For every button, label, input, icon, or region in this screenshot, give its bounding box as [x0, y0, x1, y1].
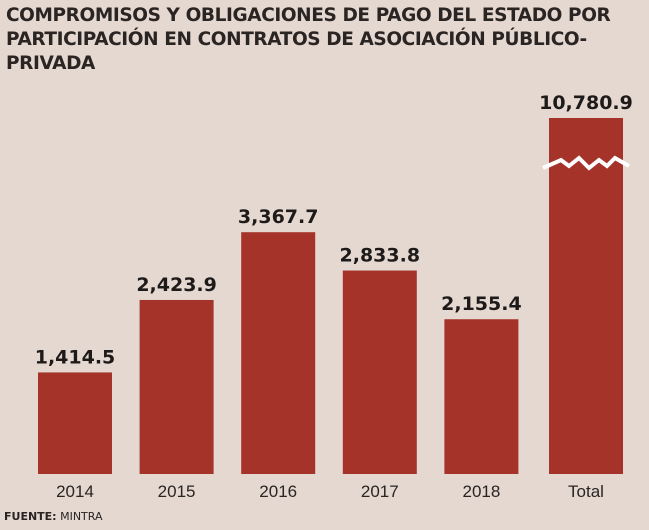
source-label: FUENTE:: [4, 510, 57, 523]
tick-label-total: Total: [568, 482, 604, 501]
bar-2017: [342, 270, 417, 474]
value-label-2015: 2,423.9: [136, 274, 217, 296]
value-label-total: 10,780.9: [539, 92, 633, 114]
tick-label-2015: 2015: [158, 482, 196, 501]
bar-2016: [241, 232, 316, 474]
tick-label-2016: 2016: [259, 482, 297, 501]
chart-title: COMPROMISOS Y OBLIGACIONES DE PAGO DEL E…: [6, 5, 611, 74]
bars-group: [38, 118, 623, 474]
value-label-2016: 3,367.7: [238, 206, 319, 228]
bar-2018: [444, 319, 519, 474]
value-label-2018: 2,155.4: [441, 293, 522, 315]
value-label-2014: 1,414.5: [35, 346, 116, 368]
bar-2015: [139, 299, 214, 474]
tick-label-2017: 2017: [361, 482, 399, 501]
source-value: MINTRA: [60, 510, 103, 523]
x-tick-labels-group: 2014 2015 2016 2017 2018 Total: [56, 482, 604, 501]
axis-break-mark: [542, 155, 630, 171]
value-label-2017: 2,833.8: [340, 245, 421, 267]
value-labels-group: 1,414.5 2,423.9 3,367.7 2,833.8 2,155.4 10,78…: [35, 92, 633, 368]
tick-label-2014: 2014: [56, 482, 94, 501]
axis-break-group: [542, 155, 630, 171]
bar-2014: [38, 372, 112, 474]
bar-total: [549, 118, 623, 474]
tick-label-2018: 2018: [462, 482, 500, 501]
source-note: FUENTE: MINTRA: [4, 510, 103, 523]
